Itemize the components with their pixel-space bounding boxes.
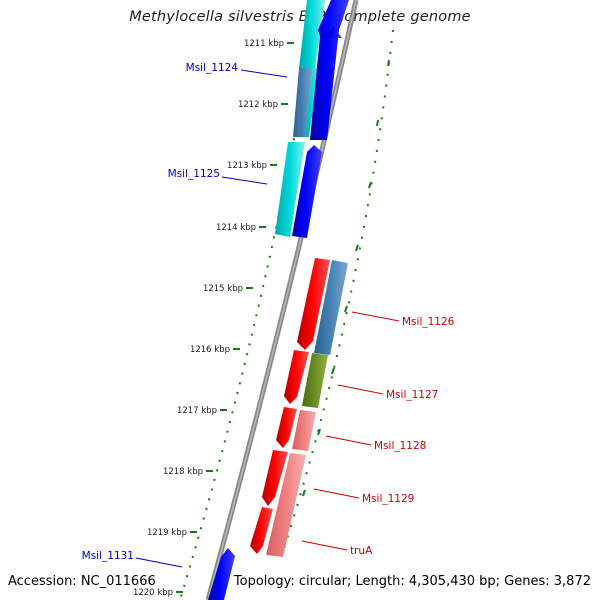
- gene-msil-1126-red-arrow[interactable]: [297, 258, 330, 350]
- gene-msil-1124-arrow[interactable]: [310, 0, 349, 140]
- scale-tick-label: 1214 kbp: [216, 223, 256, 233]
- scale-tick-label: 1211 kbp: [244, 39, 284, 49]
- gene-msil-1127-olive[interactable]: [302, 353, 328, 408]
- scale-tick-label: 1217 kbp: [177, 406, 217, 416]
- genome-title: Methylocella silvestris BL2, complete ge…: [129, 9, 471, 25]
- scale-tick-label: 1213 kbp: [227, 161, 267, 171]
- topology-text: Topology: circular; Length: 4,305,430 bp…: [233, 574, 591, 589]
- gene-label-msil-1124[interactable]: Msil_1124: [186, 62, 239, 74]
- gene-msil-1126-steel[interactable]: [314, 260, 348, 355]
- gene-forward-top-arrowhead[interactable]: [325, 26, 342, 38]
- gene-msil-1128-pink[interactable]: [292, 410, 316, 451]
- accession-text: Accession: NC_011666: [8, 574, 156, 589]
- genome-backbone-highlight: [207, 0, 357, 600]
- scale-tick-label: 1216 kbp: [190, 345, 230, 355]
- gene-trua-red-arrow[interactable]: [250, 507, 273, 554]
- gene-msil-1128-red-arrow[interactable]: [276, 407, 297, 448]
- scale-dotted-ring: [179, 29, 314, 600]
- gene-label-msil-1129[interactable]: Msil_1129: [362, 493, 414, 505]
- gene-msil-1127-red-arrow[interactable]: [284, 350, 309, 404]
- scale-tick-label: 1212 kbp: [238, 100, 278, 110]
- gene-msil-1131-arrow[interactable]: [208, 548, 235, 600]
- gene-msil-1125-cyan[interactable]: [275, 142, 305, 237]
- gene-msil-1129-pink[interactable]: [266, 453, 306, 557]
- scale-tick-label: 1218 kbp: [163, 467, 203, 477]
- gene-label-leaders: [135, 69, 400, 568]
- gene-msil-1124-steel[interactable]: [293, 68, 313, 137]
- scale-tick-label: 1219 kbp: [147, 528, 187, 538]
- scale-tick-label: 1220 kbp: [133, 588, 173, 598]
- gene-block-cyan-top[interactable]: [299, 0, 325, 68]
- outer-dotted-ring: [281, 29, 394, 556]
- scale-tick-label: 1215 kbp: [203, 284, 243, 294]
- gene-msil-1129-red-arrow[interactable]: [262, 450, 288, 506]
- outer-ring-ticks: [302, 59, 390, 497]
- gene-labels: Msil_1124 Msil_1125 Msil_1126 Msil_1127 …: [82, 62, 455, 562]
- gene-label-trua[interactable]: truA: [350, 545, 373, 557]
- gene-msil-1125-arrow[interactable]: [292, 145, 322, 238]
- gene-label-msil-1128[interactable]: Msil_1128: [374, 440, 426, 452]
- gene-label-msil-1126[interactable]: Msil_1126: [402, 316, 455, 328]
- scale-ticks: 1211 kbp 1212 kbp 1213 kbp 1214 kbp 1215 kbp…: [133, 39, 294, 598]
- gene-label-msil-1125[interactable]: Msil_1125: [168, 168, 220, 180]
- gene-label-msil-1127[interactable]: Msil_1127: [386, 389, 438, 401]
- gene-features: [208, 0, 349, 600]
- gene-label-msil-1131[interactable]: Msil_1131: [82, 550, 134, 562]
